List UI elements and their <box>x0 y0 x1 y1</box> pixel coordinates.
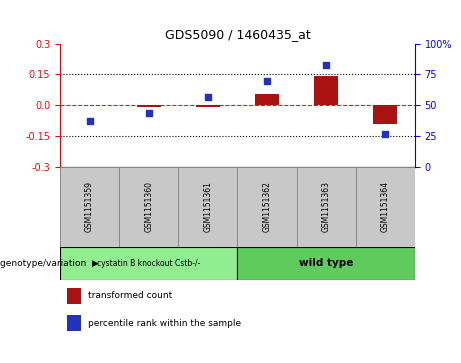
Bar <box>119 167 178 247</box>
Point <box>382 131 389 136</box>
Text: GSM1151361: GSM1151361 <box>203 182 213 232</box>
Point <box>263 78 271 83</box>
Bar <box>60 247 237 280</box>
Bar <box>373 105 397 124</box>
Bar <box>255 94 279 105</box>
Bar <box>67 287 81 304</box>
Bar <box>237 247 415 280</box>
Bar <box>296 167 356 247</box>
Text: transformed count: transformed count <box>89 291 172 300</box>
Text: GSM1151363: GSM1151363 <box>322 182 331 232</box>
Text: GSM1151362: GSM1151362 <box>262 182 272 232</box>
Point <box>145 110 152 115</box>
Point <box>86 118 93 124</box>
Bar <box>196 105 219 107</box>
Text: GSM1151359: GSM1151359 <box>85 182 94 232</box>
Text: wild type: wild type <box>299 258 353 268</box>
Bar <box>237 167 296 247</box>
Text: GSM1151360: GSM1151360 <box>144 182 153 232</box>
Point <box>204 94 212 99</box>
Text: percentile rank within the sample: percentile rank within the sample <box>89 319 242 327</box>
Bar <box>356 167 415 247</box>
Bar <box>137 105 160 107</box>
Point <box>322 62 330 68</box>
Bar <box>314 77 338 105</box>
Bar <box>178 167 237 247</box>
Text: genotype/variation  ▶: genotype/variation ▶ <box>0 259 99 268</box>
Title: GDS5090 / 1460435_at: GDS5090 / 1460435_at <box>165 28 310 41</box>
Text: GSM1151364: GSM1151364 <box>381 182 390 232</box>
Text: cystatin B knockout Cstb-/-: cystatin B knockout Cstb-/- <box>97 259 201 268</box>
Bar <box>60 167 119 247</box>
Bar <box>67 315 81 331</box>
